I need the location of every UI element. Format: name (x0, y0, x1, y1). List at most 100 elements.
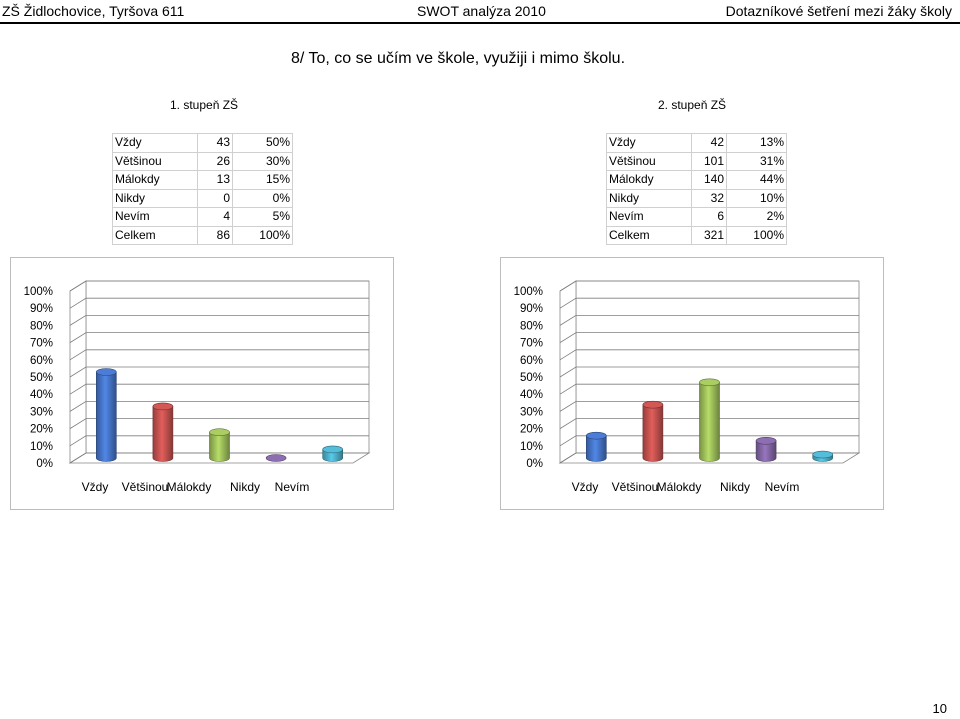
section1-cell: 0 (197, 188, 233, 208)
x-category-label: Většinou (122, 480, 169, 494)
y-tick-label: 90% (520, 303, 543, 315)
section2-cell: 6 (691, 207, 727, 227)
bar-top (209, 428, 230, 436)
y-tick-label: 90% (30, 303, 53, 315)
section1-cell: 15% (232, 170, 293, 190)
gridline (69, 418, 369, 429)
bar-top (96, 368, 117, 376)
bar (96, 368, 117, 462)
section2-cell: 42 (691, 133, 727, 153)
bar (265, 454, 287, 462)
section2-cell: 13% (726, 133, 787, 153)
section2-row: Celkem 321 100% (606, 225, 787, 245)
header-survey: Dotazníkové šetření mezi žáky školy (725, 3, 952, 19)
bar-top (152, 402, 174, 411)
section1-cell: 5% (232, 207, 293, 227)
y-tick-label: 50% (520, 372, 543, 384)
x-category-label: Málokdy (167, 480, 212, 494)
y-tick-label: 0% (526, 458, 543, 470)
gridline (559, 435, 859, 447)
y-tick-label: 0% (36, 458, 53, 470)
chart2-box: 0% 10% 20% 30% 40% 50% 60% 70% 80% 90% 100% Vždy Vět… (500, 257, 884, 510)
section2-cell: 31% (726, 151, 787, 171)
bar-top (265, 454, 287, 462)
section2-cell: 10% (726, 188, 787, 208)
bar-top (322, 445, 344, 454)
section1-row: Nevím 4 5% (112, 207, 293, 227)
header-school: ZŠ Židlochovice, Tyršova 611 (2, 3, 185, 19)
section1-cell: Celkem (112, 225, 198, 245)
section2-row: Málokdy 140 44% (606, 170, 787, 190)
chart1: 0% 10% 20% 30% 40% 50% 60% 70% 80% 90% 100% Vždy Vět… (24, 280, 371, 494)
bar-body (96, 371, 117, 462)
gridline (559, 297, 859, 309)
y-tick-label: 80% (30, 320, 53, 332)
y-tick-label: 60% (30, 355, 53, 367)
section1-cell: Nikdy (112, 188, 198, 208)
bar-body (642, 404, 664, 462)
bar-body (755, 440, 777, 462)
section2-row: Většinou 101 31% (606, 151, 787, 171)
gridline (69, 332, 369, 343)
section1-cell: Málokdy (112, 170, 198, 190)
section2-cell: 101 (691, 151, 727, 171)
section2-cell: 100% (726, 225, 787, 245)
section1-row: Celkem 86 100% (112, 225, 293, 245)
section1-cell: Nevím (112, 207, 198, 227)
section1-cell: 26 (197, 151, 233, 171)
y-tick-label: 100% (24, 286, 53, 298)
bar (209, 428, 230, 462)
section2-cell: Celkem (606, 225, 692, 245)
gridline (559, 349, 859, 361)
section2-cell: Nevím (606, 207, 692, 227)
section2-cell: 321 (691, 225, 727, 245)
gridline (69, 315, 369, 326)
y-tick-label: 20% (520, 424, 543, 436)
section1-cell: 43 (197, 133, 233, 153)
y-tick-label: 70% (30, 338, 53, 350)
y-tick-label: 100% (514, 286, 543, 298)
question-title-text: 8/ To, co se učím ve škole, využiji i mi… (290, 50, 626, 67)
page-header: ZŠ Židlochovice, Tyršova 611 SWOT analýz… (0, 0, 960, 24)
gridline (69, 280, 369, 292)
gridline (559, 366, 859, 378)
gridline (69, 400, 369, 412)
chart2: 0% 10% 20% 30% 40% 50% 60% 70% 80% 90% 100% Vždy Vět… (514, 280, 861, 494)
section1-table: Vždy 43 50% Většinou 26 30% Málokdy 13 15% Nikdy 0… (112, 133, 293, 245)
gridline (69, 297, 369, 309)
bar (812, 450, 834, 462)
y-tick-label: 40% (520, 389, 543, 401)
y-tick-label: 20% (30, 424, 53, 436)
bar-body (152, 406, 174, 462)
x-category-label: Málokdy (657, 480, 702, 494)
section2-cell: Většinou (606, 151, 692, 171)
bar-top (755, 437, 777, 445)
bar (322, 445, 344, 462)
section2-cell: 140 (691, 170, 727, 190)
header-document: SWOT analýza 2010 (417, 3, 546, 19)
gridline (559, 315, 859, 326)
gridline (559, 418, 859, 429)
question-title: 8/ To, co se učím ve škole, využiji i mi… (0, 50, 900, 68)
bar-top (812, 450, 834, 459)
gridline (559, 280, 859, 292)
section2-row: Nikdy 32 10% (606, 188, 787, 208)
section1-cell: 4 (197, 207, 233, 227)
bar-top (699, 378, 720, 387)
section2-cell: Málokdy (606, 170, 692, 190)
section1-cell: 13 (197, 170, 233, 190)
gridline (69, 366, 369, 378)
section1-cell: 100% (232, 225, 293, 245)
x-category-label: Nikdy (230, 480, 260, 494)
bar-body (586, 435, 607, 462)
x-category-label: Vždy (82, 480, 109, 494)
x-category-label: Nevím (765, 480, 800, 494)
x-category-label: Většinou (612, 480, 659, 494)
chart1-box: 0% 10% 20% 30% 40% 50% 60% 70% 80% 90% 100% Vždy Vět… (10, 257, 394, 510)
y-tick-label: 30% (520, 406, 543, 418)
gridline (559, 400, 859, 412)
y-tick-label: 60% (520, 355, 543, 367)
section2-cell: Nikdy (606, 188, 692, 208)
y-tick-label: 40% (30, 389, 53, 401)
section2-cell: 32 (691, 188, 727, 208)
